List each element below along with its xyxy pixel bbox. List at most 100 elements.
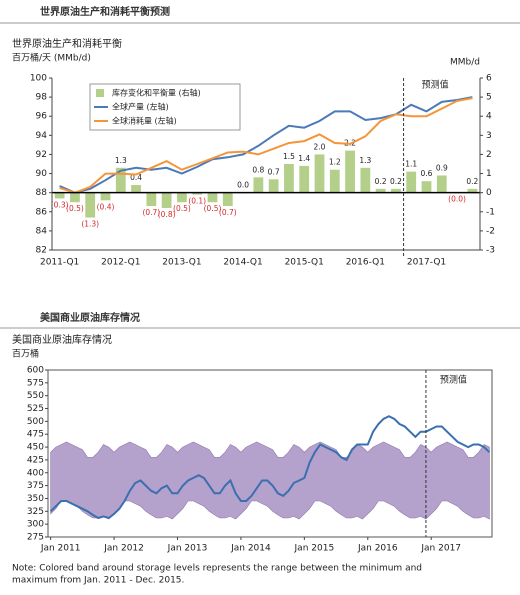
bar	[284, 164, 294, 193]
data-label: 1.1	[405, 160, 417, 169]
x-tick-label: 2017-Q1	[407, 258, 446, 268]
data-label: 0.9	[436, 163, 448, 172]
data-label: (0.8)	[158, 210, 176, 219]
legend-label: 库存变化和平衡量 (右轴)	[112, 88, 201, 98]
y-axis-label: 百万桶	[12, 348, 39, 360]
data-label: 1.3	[359, 156, 371, 165]
bar	[131, 185, 141, 193]
y2-tick-label: -3	[486, 246, 495, 256]
y-tick-label: 82	[36, 246, 47, 256]
y-tick-label: 350	[27, 494, 44, 504]
bar	[70, 192, 80, 203]
y2-tick-label: -1	[486, 207, 495, 217]
x-tick-label: 2012-Q1	[101, 258, 140, 268]
data-label: (0.7)	[219, 208, 237, 217]
bar	[391, 188, 401, 193]
data-label: (0.5)	[66, 204, 84, 213]
y-tick-label: 550	[27, 391, 44, 401]
data-label: 1.3	[115, 156, 127, 165]
x-tick-label: Jan 2017	[420, 544, 461, 554]
annotation: 预测值	[440, 374, 467, 386]
chart-title: 美国商业原油库存情况	[12, 333, 112, 346]
y-tick-label: 92	[36, 150, 47, 160]
data-label: 1.4	[298, 154, 310, 163]
note: maximum from Jan. 2011 - Dec. 2015.	[12, 576, 184, 586]
legend-label: 全球消耗量 (左轴)	[112, 116, 177, 126]
bar	[177, 192, 187, 203]
bar	[207, 192, 218, 203]
x-tick-label: Jan 2016	[357, 544, 398, 554]
data-label: (0.4)	[97, 202, 115, 211]
bar	[360, 167, 371, 193]
data-label: (0.5)	[173, 204, 191, 213]
x-tick-label: Jan 2012	[103, 544, 144, 554]
bar	[54, 192, 65, 199]
bar	[299, 165, 310, 193]
bar	[314, 154, 325, 193]
data-label: (0.7)	[142, 208, 160, 217]
section-header: 美国商业原油库存情况	[40, 311, 140, 324]
data-label: 1.5	[283, 152, 295, 161]
x-tick-label: 2016-Q1	[346, 258, 385, 268]
y-tick-label: 525	[27, 404, 44, 414]
data-label: 0.8	[252, 165, 264, 174]
bar	[268, 179, 279, 193]
bar	[406, 171, 417, 193]
bar	[375, 188, 386, 193]
bar	[161, 192, 172, 208]
y-tick-label: 96	[36, 112, 48, 122]
y-tick-label: 450	[27, 443, 44, 453]
x-tick-label: 2011-Q1	[40, 258, 79, 268]
y2-tick-label: 4	[486, 112, 492, 122]
data-label: 1.2	[329, 158, 341, 167]
bar	[436, 175, 447, 193]
x-tick-label: Jan 2011	[40, 544, 81, 554]
bar	[146, 192, 157, 207]
y-tick-label: 375	[27, 481, 44, 491]
y-tick-label: 98	[36, 93, 48, 103]
y2-axis-label: MMb/d	[450, 58, 480, 68]
y-tick-label: 100	[30, 74, 47, 84]
legend-label: 全球产量 (左轴)	[112, 102, 169, 112]
legend-swatch	[96, 89, 104, 97]
x-tick-label: 2013-Q1	[162, 258, 201, 268]
bar	[85, 192, 96, 218]
data-label: 0.2	[375, 177, 387, 186]
x-tick-label: Jan 2013	[167, 544, 208, 554]
legend-box	[89, 83, 241, 131]
y-tick-label: 425	[27, 455, 44, 465]
bar	[222, 192, 233, 207]
range-band	[50, 441, 490, 520]
x-tick-label: 2015-Q1	[285, 258, 324, 268]
data-label: (1.3)	[81, 220, 99, 229]
y2-tick-label: 1	[486, 169, 492, 179]
chart-title: 世界原油生产和消耗平衡	[12, 37, 122, 50]
data-label: 0.2	[390, 177, 402, 186]
x-tick-label: 2014-Q1	[223, 258, 262, 268]
data-label: 0.4	[130, 173, 142, 182]
y-tick-label: 300	[27, 520, 44, 530]
x-tick-label: Jan 2015	[294, 544, 335, 554]
bar	[345, 150, 355, 193]
y2-tick-label: 5	[486, 93, 492, 103]
bar	[115, 167, 126, 193]
y2-tick-label: 6	[486, 74, 492, 84]
y-tick-label: 86	[36, 207, 48, 217]
line	[49, 415, 491, 520]
y-tick-label: 475	[27, 430, 44, 440]
y-tick-label: 90	[36, 169, 48, 179]
data-label: (0.5)	[204, 204, 222, 213]
bar	[421, 181, 432, 193]
y-tick-label: 275	[27, 533, 44, 543]
data-label: 2.0	[314, 142, 326, 151]
bar	[192, 192, 203, 195]
data-label: 0.7	[268, 167, 280, 176]
y-tick-label: 94	[36, 131, 48, 141]
bar	[253, 177, 264, 193]
data-label: (0.3)	[51, 200, 69, 209]
data-label: (0.1)	[188, 197, 206, 206]
data-label: 0.0	[237, 181, 249, 190]
y-tick-label: 500	[27, 417, 44, 427]
x-tick-label: Jan 2014	[230, 544, 271, 554]
y-tick-label: 575	[27, 378, 44, 388]
